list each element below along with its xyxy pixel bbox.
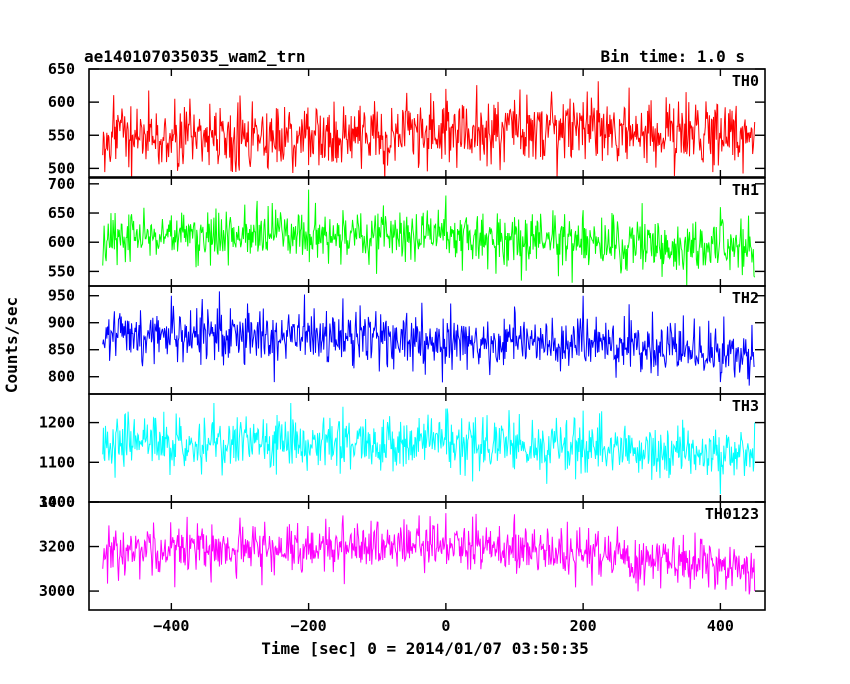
panel-label-th2: TH2 — [732, 289, 759, 307]
panel-label-th3: TH3 — [732, 397, 759, 415]
series-line-th2 — [102, 291, 755, 386]
y-tick-label: 1100 — [39, 453, 75, 471]
chart-title: ae140107035035_wam2_trn — [84, 47, 306, 66]
y-tick-label: 600 — [48, 93, 75, 111]
y-tick-label: 650 — [48, 204, 75, 222]
y-tick-label: 3000 — [39, 582, 75, 600]
x-tick-label: 200 — [570, 617, 597, 635]
y-tick-label: 550 — [48, 126, 75, 144]
y-tick-label: 3200 — [39, 538, 75, 556]
y-tick-label: 850 — [48, 341, 75, 359]
y-tick-label: 650 — [48, 60, 75, 78]
x-axis-title: Time [sec] 0 = 2014/01/07 03:50:35 — [261, 639, 589, 658]
panel-label-th0123: TH0123 — [705, 505, 759, 523]
x-tick-label: 0 — [441, 617, 450, 635]
panel-frame-th0123 — [88, 501, 766, 611]
y-tick-label: 950 — [48, 287, 75, 305]
bin-time-label: Bin time: 1.0 s — [601, 47, 746, 66]
panel-label-th0: TH0 — [732, 72, 759, 90]
y-tick-label: 700 — [48, 175, 75, 193]
y-tick-label: 3400 — [39, 493, 75, 511]
y-tick-label: 1000 — [39, 493, 75, 511]
series-line-th0123 — [102, 513, 756, 595]
panel-label-th1: TH1 — [732, 181, 759, 199]
y-tick-label: 550 — [48, 262, 75, 280]
y-tick-label: 600 — [48, 233, 75, 251]
y-tick-label: 900 — [48, 314, 75, 332]
y-axis-title: Counts/sec — [2, 297, 21, 393]
series-line-th3 — [102, 402, 756, 495]
panel-frame-th0 — [88, 68, 766, 178]
panels-group: 500 550 600 650 TH0 550 600 650 700 TH1 800 850 900 9… — [39, 60, 766, 635]
y-tick-label: 500 — [48, 159, 75, 177]
x-tick-label: −200 — [291, 617, 327, 635]
y-tick-label: 1200 — [39, 414, 75, 432]
x-tick-label: −400 — [153, 617, 189, 635]
x-tick-label: 400 — [707, 617, 734, 635]
y-tick-label: 800 — [48, 368, 75, 386]
series-line-th0 — [102, 81, 756, 177]
series-line-th1 — [102, 189, 756, 286]
